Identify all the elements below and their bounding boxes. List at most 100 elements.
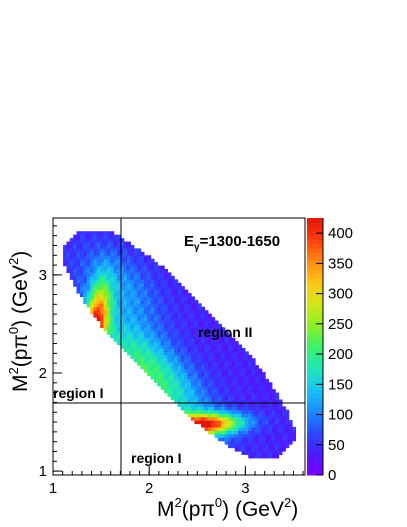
- heatmap-cell: [241, 385, 246, 390]
- heatmap-cell: [251, 433, 256, 438]
- heatmap-cell: [164, 389, 169, 394]
- heatmap-cell: [248, 444, 253, 449]
- heatmap-cell: [180, 389, 185, 394]
- heatmap-cell: [76, 262, 81, 267]
- heatmap-cell: [214, 358, 219, 363]
- heatmap-cell: [194, 334, 199, 339]
- heatmap-cell: [217, 433, 222, 438]
- heatmap-cell: [281, 437, 286, 442]
- heatmap-cell: [93, 310, 98, 315]
- heatmap-cell: [79, 251, 84, 256]
- heatmap-cell: [153, 368, 158, 373]
- heatmap-cell: [147, 337, 152, 342]
- heatmap-cell: [214, 368, 219, 373]
- heatmap-cell: [100, 248, 105, 253]
- heatmap-cell: [96, 231, 101, 236]
- heatmap-cell: [153, 351, 158, 356]
- heatmap-cell: [244, 437, 249, 442]
- heatmap-cell: [100, 303, 105, 308]
- heatmap-cell: [194, 368, 199, 373]
- heatmap-cell: [271, 392, 276, 397]
- color-scale-segment: [307, 363, 323, 369]
- heatmap-cell: [170, 323, 175, 328]
- heatmap-cell: [177, 385, 182, 390]
- heatmap-cell: [180, 396, 185, 401]
- heatmap-cell: [275, 396, 280, 401]
- heatmap-cell: [127, 289, 132, 294]
- heatmap-cell: [180, 293, 185, 298]
- heatmap-cell: [110, 234, 115, 239]
- heatmap-cell: [153, 286, 158, 291]
- heatmap-cell: [187, 402, 192, 407]
- heatmap-cell: [244, 382, 249, 387]
- heatmap-cell: [248, 454, 253, 459]
- heatmap-cell: [281, 430, 286, 435]
- heatmap-cell: [265, 382, 270, 387]
- heatmap-cell: [133, 289, 138, 294]
- heatmap-cell: [184, 337, 189, 342]
- heatmap-cell: [110, 306, 115, 311]
- heatmap-cell: [73, 238, 78, 243]
- heatmap-cell: [90, 265, 94, 270]
- color-scale-segment: [307, 406, 323, 412]
- heatmap-cell: [170, 320, 175, 325]
- heatmap-cell: [275, 406, 280, 411]
- heatmap-cell: [147, 272, 152, 277]
- heatmap-cell: [103, 289, 108, 294]
- heatmap-cell: [204, 330, 209, 335]
- heatmap-cell: [153, 323, 158, 328]
- heatmap-cell: [197, 375, 202, 380]
- heatmap-cell: [63, 258, 68, 263]
- heatmap-cell: [221, 365, 226, 370]
- heatmap-cell: [160, 275, 165, 280]
- heatmap-cell: [221, 402, 226, 407]
- heatmap-cell: [214, 406, 219, 411]
- heatmap-cell: [201, 402, 206, 407]
- heatmap-cell: [96, 299, 101, 304]
- heatmap-cell: [180, 354, 185, 359]
- heatmap-cell: [167, 365, 172, 370]
- heatmap-cell: [238, 375, 243, 380]
- heatmap-cell: [150, 337, 155, 342]
- heatmap-cell: [116, 313, 121, 318]
- heatmap-cell: [288, 420, 293, 425]
- heatmap-cell: [157, 323, 162, 328]
- heatmap-cell: [174, 306, 179, 311]
- heatmap-cell: [187, 337, 192, 342]
- heatmap-cell: [106, 306, 111, 311]
- heatmap-cell: [231, 344, 236, 349]
- heatmap-cell: [248, 433, 253, 438]
- heatmap-cell: [207, 327, 212, 332]
- heatmap-cell: [127, 323, 132, 328]
- heatmap-cell: [207, 320, 212, 325]
- heatmap-cell: [281, 440, 286, 445]
- heatmap-cell: [221, 347, 226, 352]
- heatmap-cell: [120, 255, 125, 260]
- heatmap-cell: [265, 416, 270, 421]
- heatmap-cell: [113, 334, 118, 339]
- heatmap-cell: [174, 327, 179, 332]
- heatmap-cell: [258, 437, 263, 442]
- heatmap-cell: [174, 293, 179, 298]
- heatmap-cell: [187, 296, 192, 301]
- heatmap-cell: [224, 368, 229, 373]
- heatmap-cell: [197, 310, 202, 315]
- heatmap-cell: [93, 296, 98, 301]
- color-scale-segment: [307, 440, 323, 446]
- heatmap-cell: [170, 351, 175, 356]
- heatmap-cell: [90, 293, 94, 298]
- heatmap-cell: [113, 293, 118, 298]
- heatmap-cell: [180, 337, 185, 342]
- heatmap-cell: [217, 372, 222, 377]
- heatmap-cell: [123, 337, 128, 342]
- heatmap-cell: [63, 248, 68, 253]
- heatmap-cell: [217, 426, 222, 431]
- color-scale-segment: [307, 243, 323, 249]
- heatmap-cell: [224, 423, 229, 428]
- heatmap-cell: [123, 306, 128, 311]
- heatmap-cell: [254, 450, 259, 455]
- heatmap-cell: [113, 251, 118, 256]
- heatmap-cell: [207, 420, 212, 425]
- heatmap-cell: [207, 358, 212, 363]
- heatmap-cell: [217, 347, 222, 352]
